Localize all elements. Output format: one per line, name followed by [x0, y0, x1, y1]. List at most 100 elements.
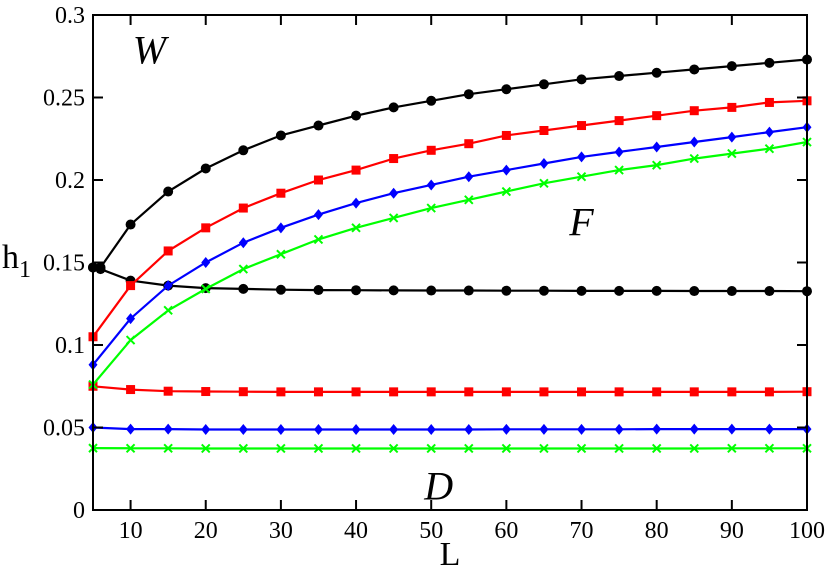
data-point — [689, 387, 699, 397]
x-tick-label: 20 — [194, 518, 218, 544]
tick-layer: 10 20 30 40 50 60 70 80 90 100 0 0.05 0.1 0.15 0.2 0.25… — [43, 3, 825, 544]
data-point — [726, 61, 737, 72]
data-point — [201, 443, 211, 454]
data-point — [276, 188, 286, 198]
data-point — [539, 387, 549, 397]
data-point — [126, 385, 136, 395]
data-point — [351, 387, 361, 397]
data-point — [426, 387, 436, 397]
data-point — [95, 264, 106, 275]
region-label: W — [133, 28, 170, 73]
data-point — [201, 284, 211, 294]
x-tick-label: 70 — [570, 518, 594, 544]
data-point — [727, 443, 737, 453]
data-point — [576, 285, 587, 296]
data-point — [501, 186, 512, 197]
data-point — [538, 79, 549, 90]
data-point — [201, 257, 211, 268]
data-point — [501, 164, 511, 176]
region-label: F — [568, 199, 594, 244]
data-point — [614, 71, 625, 82]
data-point — [200, 163, 211, 174]
data-point — [163, 246, 173, 256]
data-point — [652, 141, 662, 153]
data-point — [163, 386, 173, 396]
data-point — [576, 171, 587, 182]
data-point — [275, 130, 286, 141]
data-point — [764, 57, 775, 68]
data-point — [238, 237, 248, 249]
data-point — [651, 443, 662, 454]
data-point — [313, 443, 324, 454]
data-point — [501, 443, 512, 454]
data-point — [389, 387, 399, 397]
data-point — [126, 281, 136, 291]
data-point — [727, 423, 737, 435]
data-point — [351, 165, 361, 175]
data-point — [577, 387, 587, 397]
data-point — [539, 178, 549, 189]
y-axis-title: h1 — [2, 239, 31, 283]
data-point — [389, 423, 399, 435]
data-point — [501, 285, 512, 296]
y-axis-title-subscript: 1 — [19, 257, 31, 283]
series-line — [92, 126, 808, 366]
data-point — [389, 187, 399, 199]
data-point — [501, 84, 512, 95]
data-point — [614, 146, 624, 158]
data-point — [163, 280, 173, 292]
data-point — [577, 121, 587, 131]
data-point — [389, 154, 399, 164]
data-point — [163, 423, 173, 435]
data-point — [313, 387, 323, 397]
x-axis-title: L — [440, 536, 461, 573]
data-point — [689, 136, 699, 148]
data-point — [463, 285, 474, 296]
series-line — [92, 266, 808, 293]
series-2 — [88, 96, 812, 342]
data-point — [351, 423, 361, 435]
x-tick-label: 10 — [119, 518, 143, 544]
data-point — [388, 102, 399, 113]
data-point — [276, 249, 286, 259]
data-point — [576, 443, 587, 454]
data-point — [652, 423, 662, 435]
data-point — [126, 423, 136, 435]
data-point — [201, 223, 211, 233]
data-point — [539, 423, 549, 435]
series-0 — [88, 54, 812, 273]
data-point — [426, 95, 437, 106]
data-point — [125, 219, 136, 230]
data-point — [276, 443, 286, 454]
data-point — [764, 286, 775, 297]
series-6 — [88, 137, 812, 390]
y-tick-label: 0.05 — [43, 416, 85, 442]
data-point — [689, 423, 699, 435]
data-point — [651, 285, 662, 296]
data-point — [238, 283, 249, 294]
data-point — [238, 264, 249, 274]
y-tick-label: 0.2 — [55, 168, 85, 194]
data-point — [388, 443, 399, 454]
data-point — [651, 67, 662, 78]
data-point — [276, 222, 286, 234]
data-point — [238, 443, 249, 454]
data-point — [313, 175, 323, 185]
data-point — [388, 285, 399, 296]
data-point — [464, 387, 474, 397]
data-point — [614, 423, 624, 435]
data-point — [614, 285, 625, 296]
data-point — [727, 387, 737, 397]
data-point — [125, 443, 136, 453]
data-point — [651, 160, 662, 170]
data-point — [538, 285, 549, 296]
data-point — [501, 387, 511, 397]
data-point — [727, 131, 737, 143]
x-tick-label: 40 — [344, 518, 368, 544]
data-point — [464, 443, 474, 454]
data-point — [689, 106, 699, 116]
data-point — [727, 102, 737, 112]
series-line — [92, 385, 808, 393]
data-point — [238, 145, 249, 156]
data-point — [313, 120, 324, 131]
